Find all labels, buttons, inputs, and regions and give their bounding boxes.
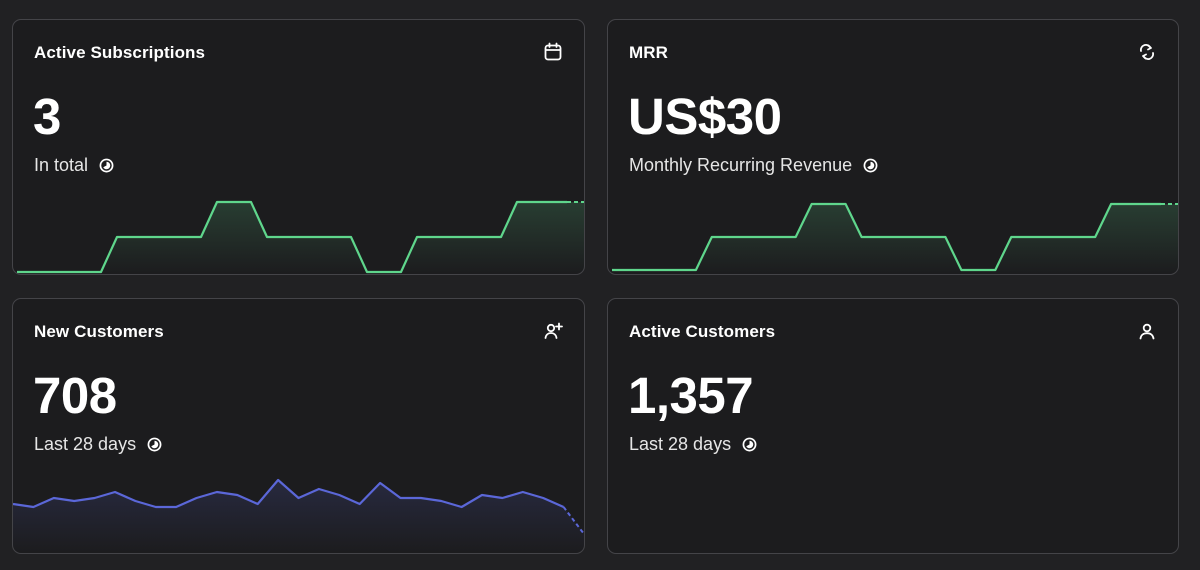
subtitle-text: Last 28 days [629, 434, 732, 454]
info-pie-icon[interactable] [147, 437, 162, 452]
metric-subtitle: Last 28 days [629, 434, 757, 455]
sparkline-line [17, 200, 567, 274]
user-plus-icon [544, 322, 563, 339]
info-pie-icon[interactable] [863, 158, 878, 173]
card-title: Active Customers [629, 322, 776, 341]
metric-subtitle: Monthly Recurring Revenue [629, 155, 878, 176]
calendar-icon [544, 42, 562, 61]
sparkline-line [612, 202, 1161, 272]
info-pie-icon[interactable] [742, 437, 757, 452]
user-icon [1139, 323, 1155, 340]
mrr-sparkline [612, 202, 1178, 274]
info-pie-icon[interactable] [99, 158, 114, 173]
active-subscriptions-card[interactable]: Active Subscriptions 3 In total [12, 19, 585, 275]
card-title: Active Subscriptions [34, 43, 206, 62]
sparkline-area [13, 480, 584, 553]
subtitle-text: Monthly Recurring Revenue [629, 155, 853, 175]
metric-value: US$30 [628, 88, 782, 145]
subtitle-text: In total [34, 155, 89, 175]
new-customers-sparkline [13, 478, 584, 553]
card-title: MRR [629, 43, 669, 62]
metric-value: 3 [33, 88, 61, 145]
sparkline-projection [562, 506, 584, 535]
new-customers-card[interactable]: New Customers 708 Last 28 days [12, 298, 585, 554]
sparkline-line [13, 478, 565, 509]
sparkline-area [612, 204, 1178, 274]
active-customers-card[interactable]: Active Customers 1,357 Last 28 days [607, 298, 1179, 554]
recurring-icon [1140, 44, 1154, 60]
metric-value: 708 [33, 367, 117, 424]
mrr-card[interactable]: MRR US$30 Monthly Recurring Revenue [607, 19, 1179, 275]
metric-subtitle: Last 28 days [34, 434, 162, 455]
subtitle-text: Last 28 days [34, 434, 137, 454]
metric-subtitle: In total [34, 155, 114, 176]
card-title: New Customers [34, 322, 164, 341]
metric-value: 1,357 [628, 367, 754, 424]
active-subscriptions-sparkline [17, 200, 584, 274]
